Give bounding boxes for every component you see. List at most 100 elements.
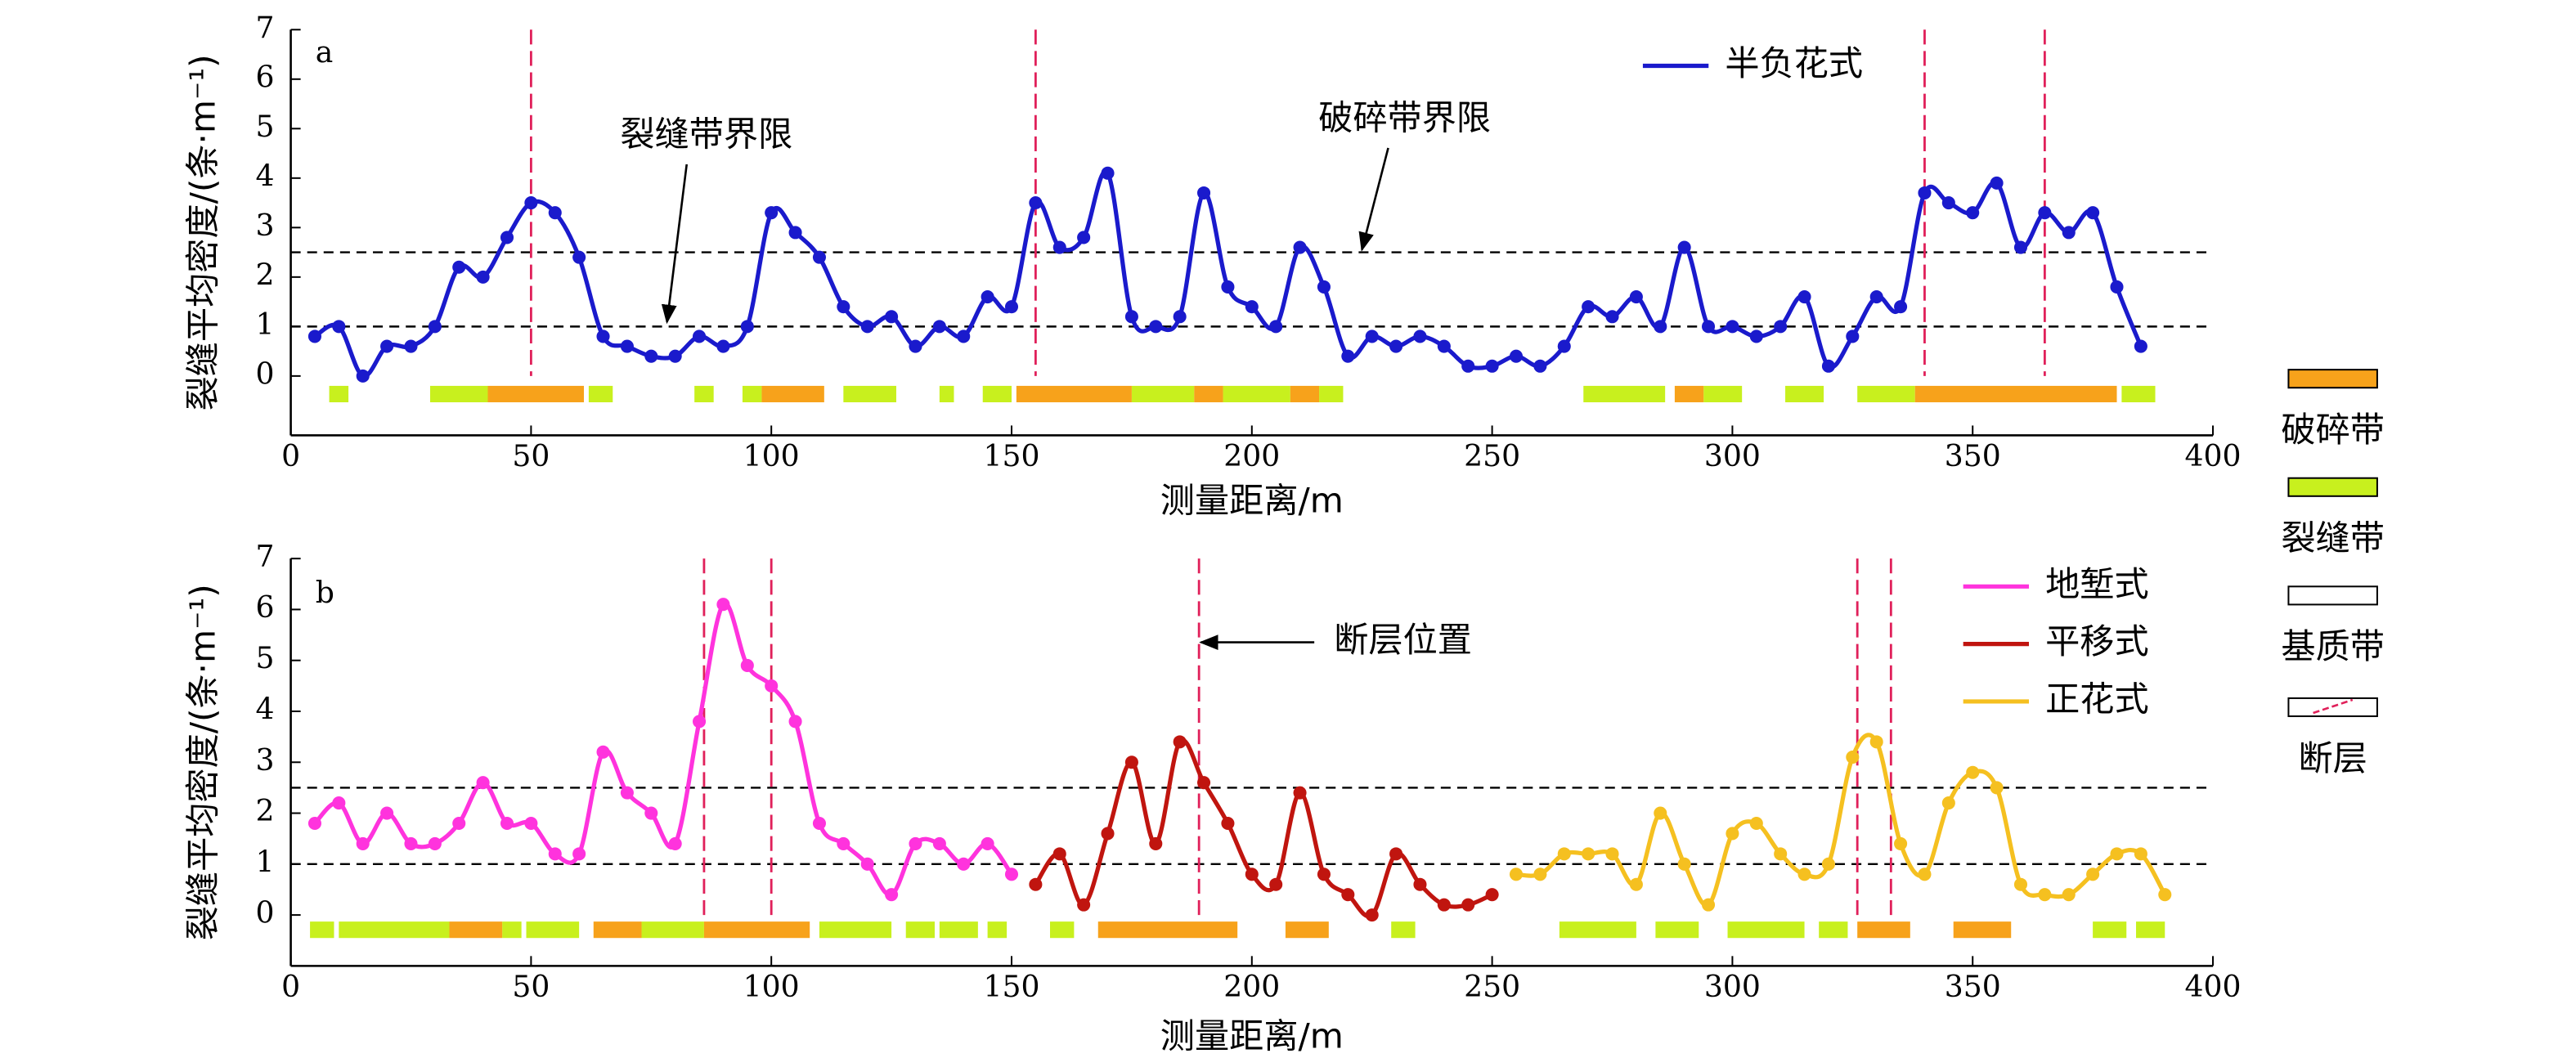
data-point: [1966, 765, 1980, 779]
data-point: [428, 836, 442, 850]
y-tick-label: 7: [255, 10, 274, 45]
series-line: [313, 601, 1014, 897]
data-point: [332, 796, 346, 810]
x-tick-label: 400: [2185, 438, 2242, 473]
y-tick-label: 0: [255, 356, 274, 391]
data-point: [404, 339, 418, 353]
x-tick-label: 100: [743, 438, 800, 473]
data-point: [1124, 310, 1138, 324]
data-point: [1533, 867, 1547, 881]
data-point: [1317, 280, 1331, 294]
fracture-zone: [1703, 385, 1743, 403]
data-point: [620, 339, 634, 353]
data-point: [740, 658, 754, 672]
data-point: [1197, 776, 1211, 790]
data-point: [1365, 330, 1379, 343]
data-point: [1726, 827, 1739, 841]
data-point: [1101, 166, 1115, 180]
fracture-zone: [588, 385, 613, 403]
broken-zone: [1097, 921, 1238, 939]
fracture-zone: [1319, 385, 1344, 403]
data-point: [1533, 359, 1547, 373]
data-point: [2013, 877, 2028, 891]
data-point: [957, 330, 971, 343]
data-point: [1173, 310, 1187, 324]
data-point: [2086, 867, 2100, 881]
x-tick-label: 100: [743, 969, 800, 1004]
data-point: [1701, 320, 1716, 334]
side-legend-label: 基质带: [2281, 626, 2385, 666]
y-tick-label: 7: [255, 539, 274, 574]
fracture-zone: [2093, 921, 2127, 939]
y-tick-label: 4: [255, 691, 274, 726]
x-tick-label: 200: [1223, 438, 1280, 473]
legend-label: 平移式: [2045, 621, 2149, 661]
data-point: [1004, 300, 1019, 314]
data-point: [1990, 781, 2004, 795]
data-point: [837, 300, 850, 314]
data-point: [307, 330, 321, 343]
data-point: [1701, 898, 1716, 912]
data-point: [1941, 796, 1955, 810]
x-axis-title: 测量距离/m: [1160, 480, 1344, 520]
data-point: [404, 836, 418, 850]
data-point: [1413, 877, 1427, 891]
data-point: [2038, 888, 2052, 902]
x-tick-label: 250: [1464, 969, 1520, 1004]
data-point: [1846, 330, 1860, 343]
y-tick-label: 0: [255, 895, 274, 930]
x-tick-label: 400: [2185, 969, 2242, 1004]
annotation: 破碎带界限: [1318, 97, 1491, 137]
zone-swatch: [2287, 585, 2378, 606]
x-tick-label: 300: [1704, 438, 1761, 473]
x-axis-title: 测量距离/m: [1160, 1015, 1344, 1056]
x-tick-label: 0: [281, 969, 300, 1004]
zone-swatch: [2287, 477, 2378, 497]
data-point: [1413, 330, 1427, 343]
series-line: [313, 169, 2143, 379]
data-point: [716, 339, 730, 353]
broken-zone: [1290, 385, 1320, 403]
fracture-zone: [1857, 385, 1915, 403]
fracture-zone: [1391, 921, 1416, 939]
data-point: [765, 206, 779, 220]
annotation-arrow: [1358, 147, 1389, 252]
x-tick-label: 200: [1223, 969, 1280, 1004]
data-point: [981, 290, 994, 304]
broken-zone: [593, 921, 642, 939]
fracture-zone: [641, 921, 704, 939]
fracture-zone: [1559, 921, 1636, 939]
y-tick-label: 5: [255, 109, 274, 144]
fracture-zone: [987, 921, 1008, 939]
data-point: [812, 816, 826, 831]
data-point: [1557, 847, 1571, 861]
data-point: [1124, 755, 1138, 769]
legend-label: 地堑式: [2045, 564, 2149, 604]
data-point: [1461, 359, 1475, 373]
fracture-zone: [502, 921, 522, 939]
data-point: [860, 857, 874, 871]
fracture-zone: [429, 385, 488, 403]
data-point: [1629, 877, 1643, 891]
panel-label: a: [316, 34, 334, 69]
fracture-zone: [1131, 385, 1195, 403]
data-point: [1052, 240, 1066, 254]
data-point: [981, 836, 994, 850]
y-tick-label: 1: [255, 307, 274, 342]
y-tick-label: 2: [255, 257, 274, 292]
data-point: [1389, 847, 1403, 861]
broken-zone: [703, 921, 810, 939]
y-tick-label: 6: [255, 590, 274, 625]
data-point: [1918, 867, 1932, 881]
fracture-zone: [1583, 385, 1666, 403]
data-point: [1173, 735, 1187, 749]
data-point: [1029, 196, 1043, 210]
data-point: [1341, 888, 1355, 902]
data-point: [452, 816, 466, 831]
fracture-zone: [1727, 921, 1805, 939]
data-point: [2134, 339, 2147, 353]
fracture-zone: [982, 385, 1012, 403]
fracture-zone: [694, 385, 714, 403]
x-tick-label: 150: [983, 438, 1039, 473]
data-point: [2086, 206, 2100, 220]
